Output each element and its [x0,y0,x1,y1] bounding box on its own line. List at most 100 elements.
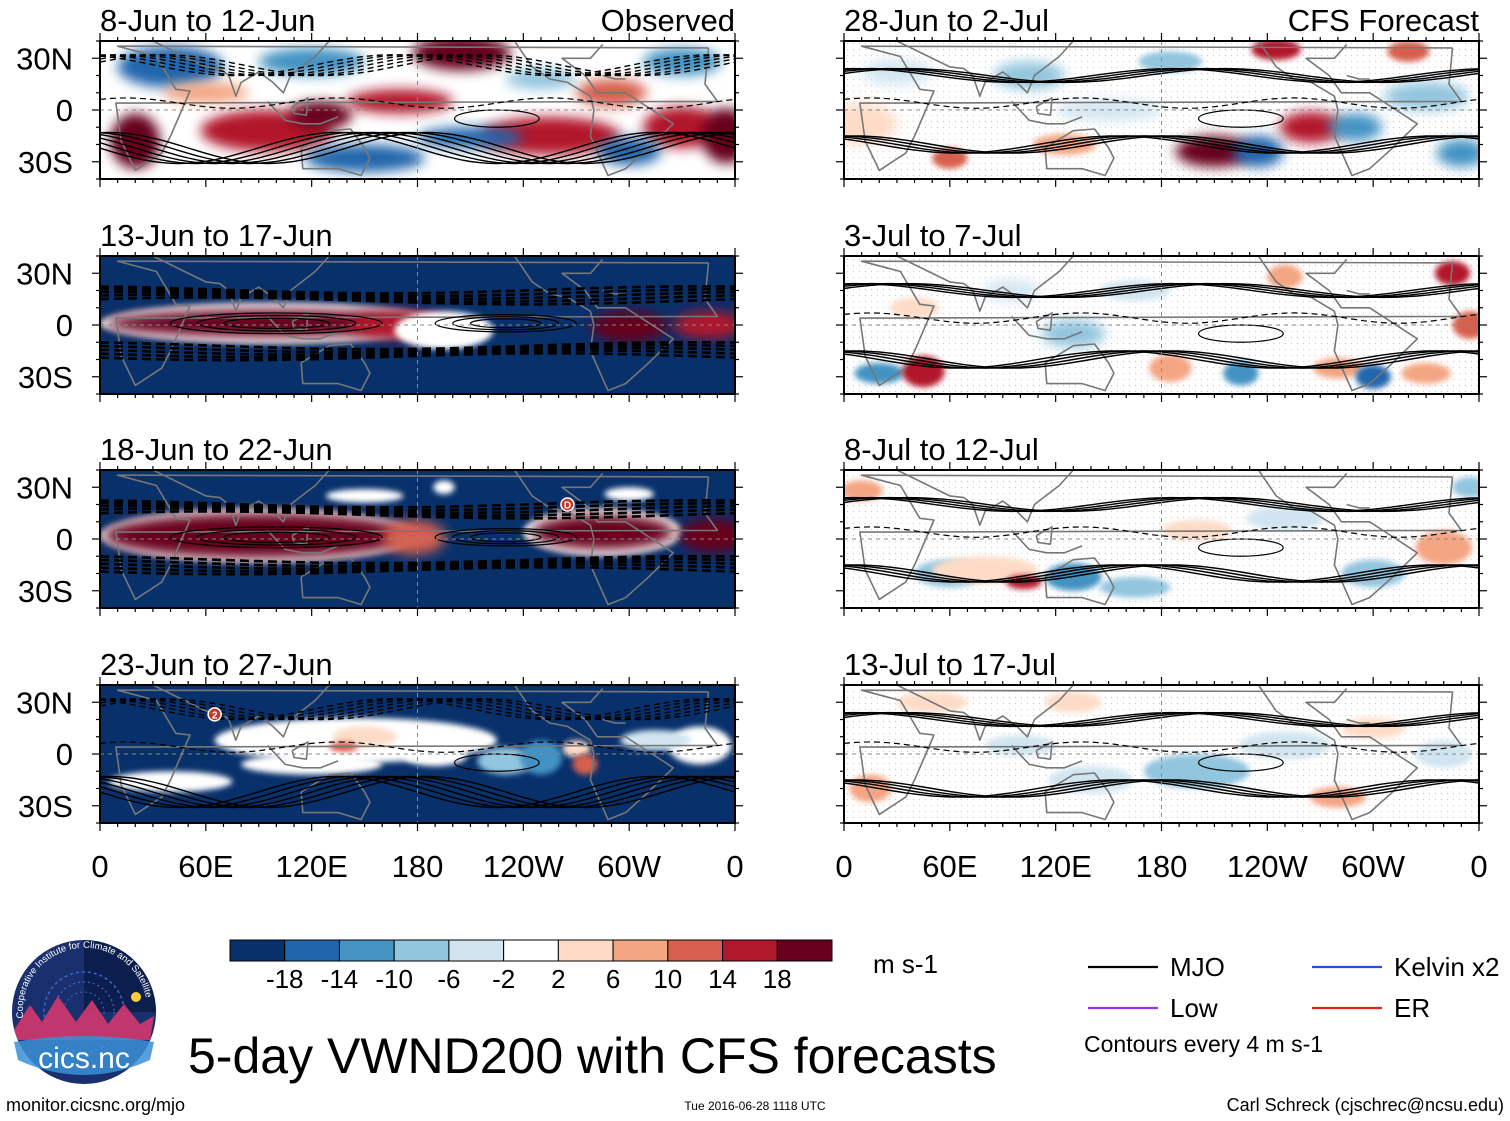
anomaly-blob [1387,41,1430,62]
colorbar-swatch [776,939,833,962]
panel-observed-2: 30N 0 30S 13-Jun to 17-Jun [16,218,743,402]
x-tick-label: 120E [275,849,347,884]
anomaly-blob [1138,51,1203,73]
legend-note: Contours every 4 m s-1 [1084,1031,1323,1057]
colorbar-label: -18 [266,964,304,994]
x-tick-label: 60W [597,849,661,884]
colorbar-swatch [393,939,450,962]
anomaly-blob [532,514,674,550]
anomaly-blob [105,309,430,338]
anomaly-blob [382,520,446,555]
anomaly-blob [844,103,897,145]
colorbar-label: -6 [437,964,460,994]
panel-observed-4: 2 30N 0 30S 23-Jun to 27-Jun 0 60E 120E 180 120W 6… [16,647,744,884]
anomaly-blob [1149,354,1192,382]
anomaly-blob [103,513,414,558]
y-tick-label: 30S [18,145,73,180]
panel-period: 23-Jun to 27-Jun [100,647,333,682]
x-tick-label: 120W [1227,849,1309,884]
anomaly-blob [403,745,467,767]
anomaly-blob [1279,111,1344,143]
anomaly-blob [332,726,397,748]
footer-author: Carl Schreck (cjschrec@ncsu.edu) [1227,1095,1504,1115]
legend-item-er: ER [1312,993,1430,1023]
colorbar-units: m s-1 [873,949,938,979]
anomaly-blob [889,297,940,319]
panel-period: 3-Jul to 7-Jul [844,218,1021,253]
anomaly-blob [1045,691,1102,713]
anomaly-blob [1452,476,1479,498]
colorbar-swatch [448,939,505,962]
x-tick-label: 0 [726,849,743,884]
anomaly-blob [258,47,365,76]
panel-forecast-1: 28-Jun to 2-Jul CFS Forecast [836,3,1487,187]
panel-forecast-2: 3-Jul to 7-Jul [836,218,1487,402]
anomaly-blob [1251,41,1301,60]
panel-period: 8-Jul to 12-Jul [844,432,1039,467]
svg-text:D: D [564,501,571,512]
x-tick-label: 60W [1341,849,1405,884]
x-tick-label: 180 [1136,849,1188,884]
x-tick-label: 60E [922,849,977,884]
colorbar-label: 2 [551,964,565,994]
legend-label: ER [1394,993,1430,1023]
anomaly-blob [241,754,383,775]
anomaly-blob [932,556,1039,584]
anomaly-blob [678,518,735,553]
colorbar-label: 18 [763,964,792,994]
panel-observed-1: 30N 0 30S 8-Jun to 12-Jun Observed [16,3,743,187]
panel-period: 13-Jul to 17-Jul [844,647,1056,682]
anomaly-blob [854,362,904,384]
anomaly-blob [861,59,933,85]
anomaly-blob [1355,364,1391,389]
anomaly-blob [849,774,892,803]
anomaly-blob [433,480,455,495]
legend-item-low: Low [1088,993,1218,1023]
y-tick-label: 30S [18,789,73,824]
legend: MJO Kelvin x2 Low ER Contours every 4 m s-1 [1084,952,1500,1057]
colorbar: -18 -14 -10 -6 -2 2 6 10 14 18 [229,939,833,994]
x-tick-label: 0 [835,849,852,884]
colorbar-label: -14 [321,964,359,994]
anomaly-blob [604,487,654,502]
y-tick-label: 30N [16,256,73,291]
panel-period: 13-Jun to 17-Jun [100,218,333,253]
colorbar-label: 14 [708,964,737,994]
anomaly-blob [590,311,668,343]
colorbar-label: -2 [492,964,515,994]
anomaly-blob [643,47,721,76]
y-tick-label: 30S [18,360,73,395]
anomaly-blob [325,488,404,503]
anomaly-blob [1329,113,1382,142]
panel-period: 8-Jun to 12-Jun [100,3,315,38]
footer-url[interactable]: monitor.cicsnc.org/mjo [6,1095,185,1115]
x-tick-label: 60E [178,849,233,884]
anomaly-blob [1041,319,1106,348]
colorbar-swatch [229,939,286,962]
colorbar-label: 10 [653,964,682,994]
x-tick-label: 120W [483,849,565,884]
anomaly-blob [1032,134,1097,155]
x-tick-label: 180 [392,849,444,884]
anomaly-blob [1099,576,1171,598]
storm-marker: D [560,497,575,512]
colorbar-swatch [557,939,614,962]
y-tick-label: 30N [16,685,73,720]
anomaly-blob [993,61,1065,90]
y-tick-label: 0 [56,522,73,557]
legend-item-mjo: MJO [1088,952,1225,982]
y-tick-label: 30S [18,574,73,609]
x-tick-label: 0 [1470,849,1487,884]
column-label: Observed [601,3,735,38]
anomaly-blob [163,82,249,104]
anomaly-blob [1246,506,1324,531]
colorbar-label: -10 [375,964,413,994]
colorbar-label: 6 [606,964,620,994]
anomaly-blob [844,480,883,502]
anomaly-blob [701,108,735,164]
anomaly-blob [673,311,735,339]
anomaly-blob [902,356,945,388]
x-tick-label: 0 [91,849,108,884]
column-label: CFS Forecast [1288,3,1480,38]
